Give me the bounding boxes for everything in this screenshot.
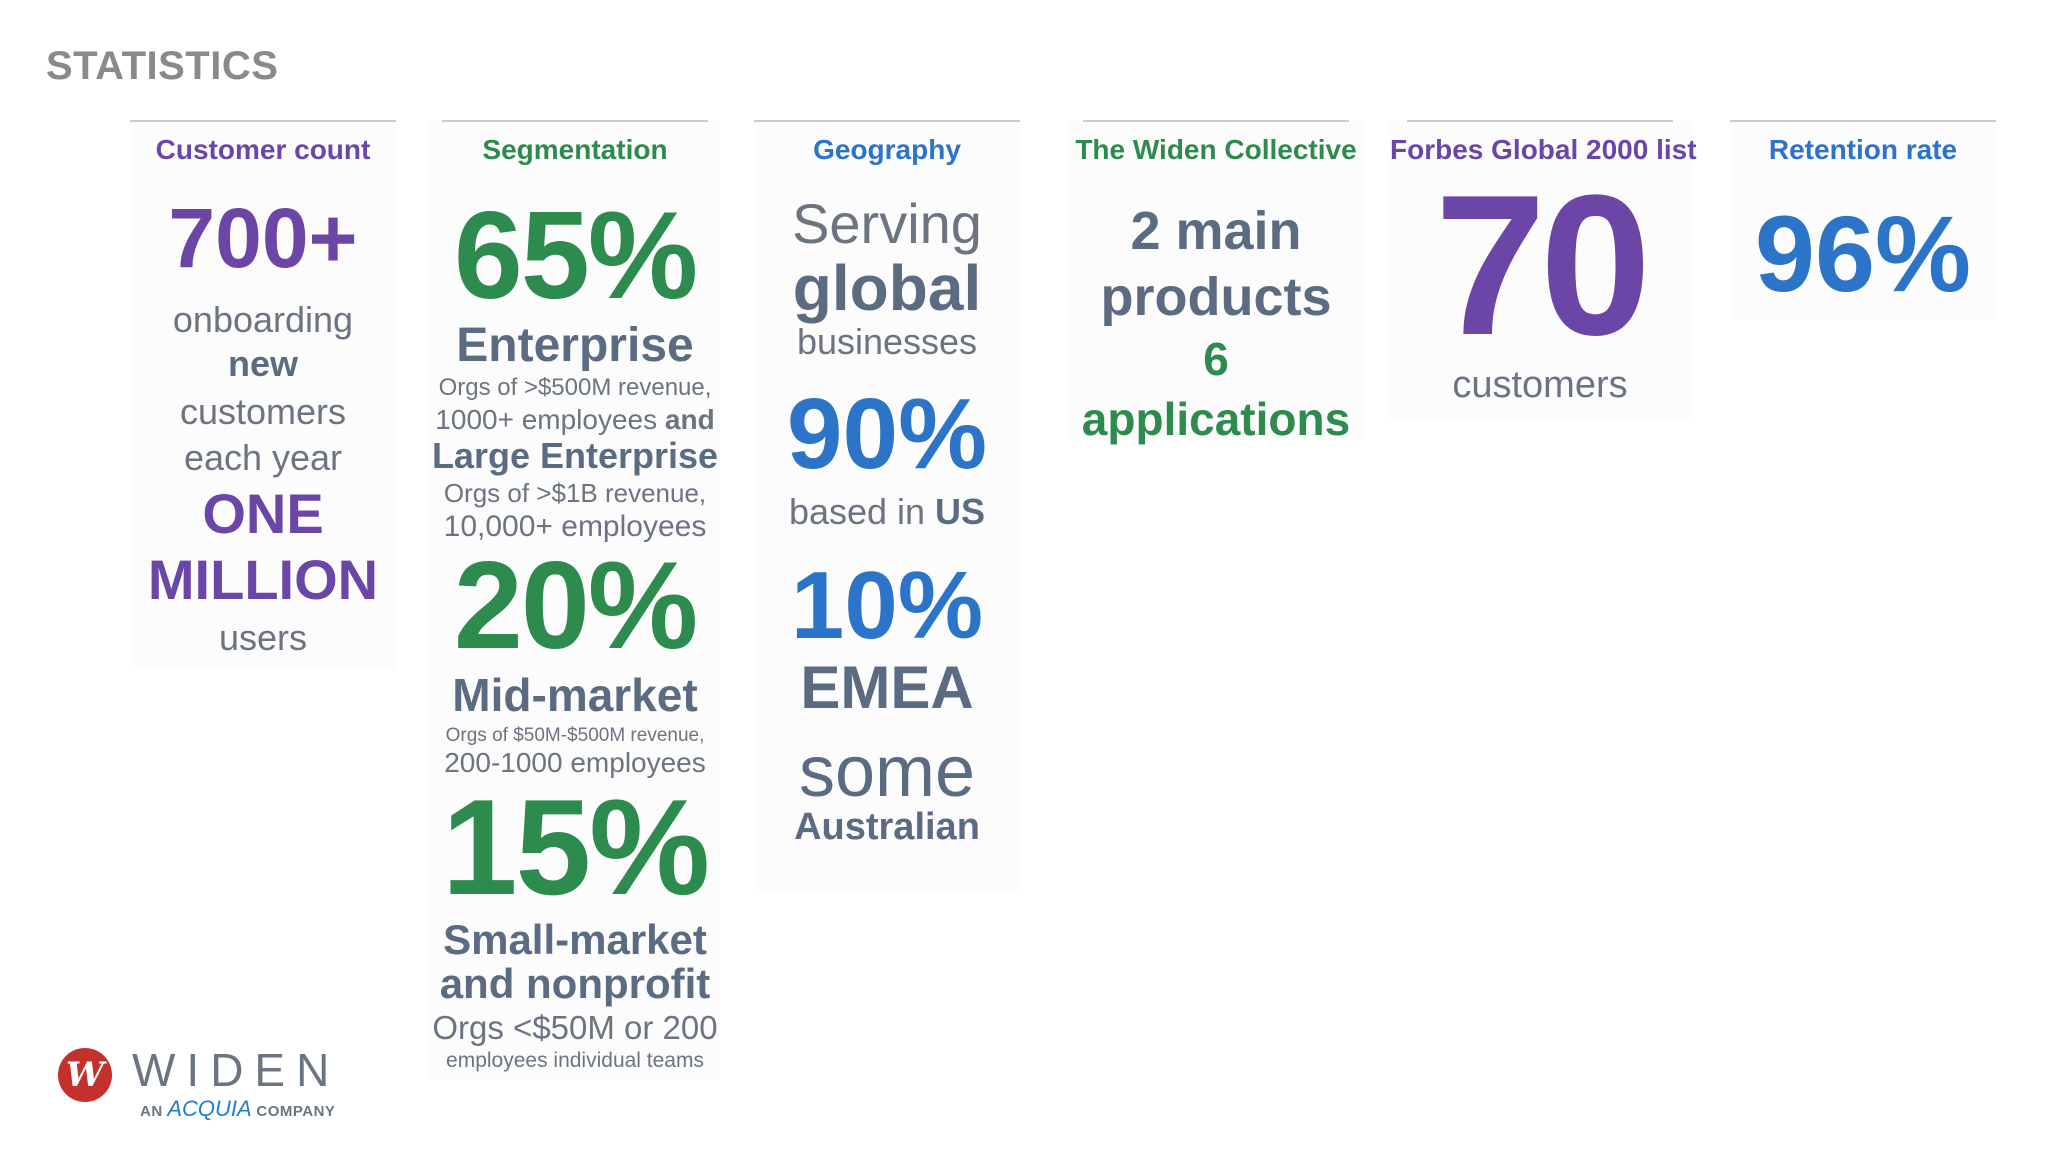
- collective-text: applications: [1081, 393, 1351, 445]
- stat-text: users: [218, 617, 308, 658]
- retention-column: Retention rate 96%: [1730, 120, 1996, 320]
- column-header: The Widen Collective: [1075, 134, 1357, 165]
- segment-title: Large Enterprise: [431, 435, 719, 476]
- segment-title: Small-market: [443, 916, 707, 963]
- geo-text: some: [798, 732, 976, 812]
- geo-text: global: [792, 252, 982, 324]
- forbes-column: Forbes Global 2000 list 70 customers: [1390, 120, 1697, 420]
- column-header: Retention rate: [1768, 134, 1958, 165]
- stat-highlight: ONE: [202, 482, 324, 545]
- column-header: Geography: [813, 134, 961, 165]
- logo-tagline: AN ACQUIA COMPANY: [140, 1096, 335, 1122]
- page-title: STATISTICS: [46, 44, 279, 88]
- acquia-logo: ACQUIA: [167, 1096, 252, 1121]
- geo-text: Australian: [794, 806, 980, 848]
- segment-detail: 10,000+ employees: [443, 510, 707, 543]
- column-divider: [442, 120, 708, 122]
- column-divider: [1730, 120, 1996, 122]
- customer-count-value: 700+: [168, 191, 358, 285]
- segment-detail-emphasis: and: [664, 404, 715, 435]
- stat-highlight: MILLION: [147, 548, 379, 611]
- column-divider: [1083, 120, 1349, 122]
- column-header: Customer count: [155, 134, 371, 165]
- column-divider: [1407, 120, 1673, 122]
- geo-text-based: based in: [788, 491, 936, 532]
- enterprise-percent: 65%: [453, 187, 698, 325]
- logo-suffix: COMPANY: [256, 1103, 336, 1120]
- segmentation-column: Segmentation 65% Enterprise Orgs of >$50…: [430, 120, 720, 1080]
- geo-text: EMEA: [800, 654, 974, 721]
- stat-text: onboarding: [172, 299, 354, 340]
- forbes-count: 70: [1434, 154, 1651, 377]
- segment-detail: Orgs of >$500M revenue,: [438, 374, 712, 401]
- segment-title: Enterprise: [456, 319, 694, 372]
- segment-detail: 200-1000 employees: [444, 747, 706, 778]
- geo-text: businesses: [796, 321, 978, 362]
- mid-market-percent: 20%: [453, 537, 698, 675]
- segment-title: and nonprofit: [439, 960, 711, 1007]
- stat-text: customers: [179, 391, 347, 432]
- segment-detail: employees individual teams: [446, 1049, 704, 1072]
- segment-title: Mid-market: [452, 669, 698, 721]
- column-divider: [754, 120, 1020, 122]
- forbes-sub: customers: [1452, 364, 1628, 406]
- stat-text: each year: [183, 437, 343, 478]
- column-divider: [130, 120, 396, 122]
- small-market-percent: 15%: [441, 771, 710, 923]
- geo-text: Serving: [792, 192, 982, 255]
- column-header: Forbes Global 2000 list: [1390, 134, 1697, 165]
- geo-text-us: US: [935, 491, 986, 532]
- collective-text: products: [1100, 267, 1332, 327]
- stat-text: new: [227, 343, 298, 384]
- segment-detail: Orgs of >$1B revenue,: [443, 478, 707, 508]
- column-header: Segmentation: [482, 134, 668, 165]
- geography-column: Geography Serving global businesses 90% …: [754, 120, 1020, 890]
- segment-detail: 1000+ employees and: [430, 406, 720, 434]
- segment-detail: Orgs <$50M or 200: [432, 1009, 718, 1046]
- segment-detail-text: 1000+ employees: [435, 404, 665, 435]
- widen-logo-icon: W: [58, 1048, 112, 1102]
- logo-prefix: AN: [140, 1103, 163, 1120]
- collective-column: The Widen Collective 2 main products 6 a…: [1068, 120, 1364, 445]
- geo-text: based in US: [754, 494, 1020, 530]
- retention-value: 96%: [1754, 193, 1972, 314]
- us-percent: 90%: [786, 378, 988, 490]
- logo-wordmark: WIDEN: [132, 1044, 341, 1096]
- segment-detail: Orgs of $50M-$500M revenue,: [445, 725, 705, 746]
- emea-percent: 10%: [790, 552, 984, 659]
- collective-text: 2 main: [1130, 201, 1302, 261]
- widen-logo: W WIDEN AN ACQUIA COMPANY: [58, 1044, 358, 1121]
- customer-count-column: Customer count 700+ onboarding new custo…: [130, 120, 396, 670]
- collective-count: 6: [1203, 333, 1229, 385]
